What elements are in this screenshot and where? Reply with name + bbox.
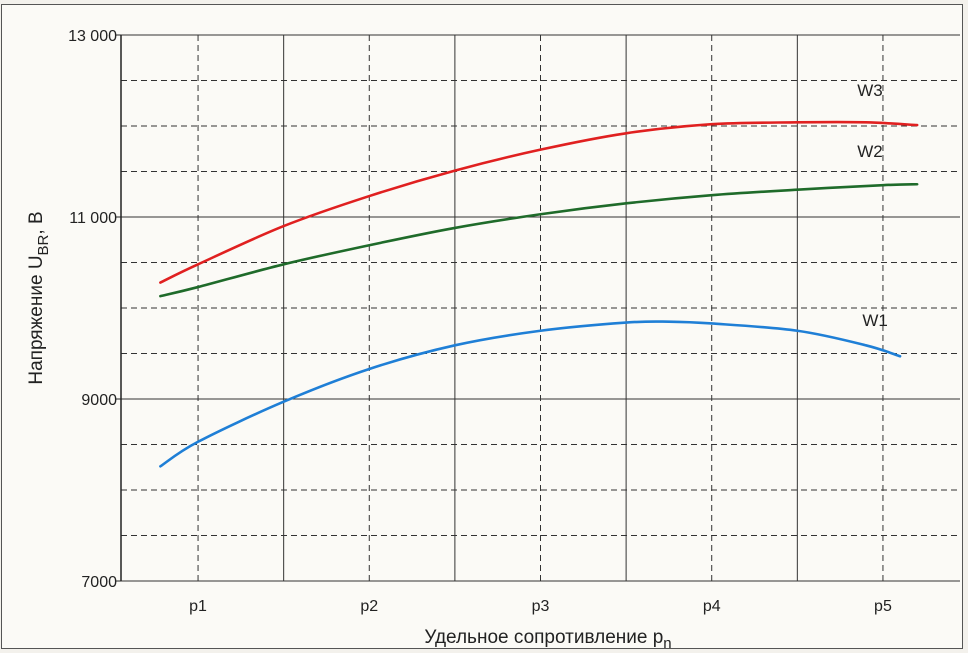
series-label-w2: W2 (857, 142, 883, 161)
series-line-w3 (159, 120, 919, 284)
y-axis-title: Напряжение UBR, В (26, 211, 52, 384)
x-tick-label: p3 (532, 598, 550, 615)
x-tick-label: p1 (189, 598, 207, 615)
y-tick-label: 13 000 (68, 28, 117, 45)
y-tick-label: 11 000 (69, 210, 117, 227)
y-tick-label: 9000 (81, 392, 117, 409)
series-line-w1 (159, 320, 902, 468)
x-axis-ticks: p1 p2 p3 p4 p5 (189, 598, 892, 615)
series-labels: W3 W2 W1 (857, 81, 888, 330)
chart-frame (1, 4, 963, 649)
y-axis-ticks: 7000 9000 11 000 13 000 (68, 28, 121, 591)
series-label-w3: W3 (857, 81, 883, 100)
x-axis-title: Удельное сопротивление pn (424, 627, 671, 652)
series-line-w2 (159, 182, 919, 298)
series-lines (159, 120, 919, 468)
x-tick-label: p5 (874, 598, 892, 615)
x-tick-label: p4 (703, 598, 721, 615)
series-label-w1: W1 (862, 311, 888, 330)
x-tick-label: p2 (360, 598, 378, 615)
y-tick-label: 7000 (81, 574, 117, 591)
grid (121, 34, 960, 582)
